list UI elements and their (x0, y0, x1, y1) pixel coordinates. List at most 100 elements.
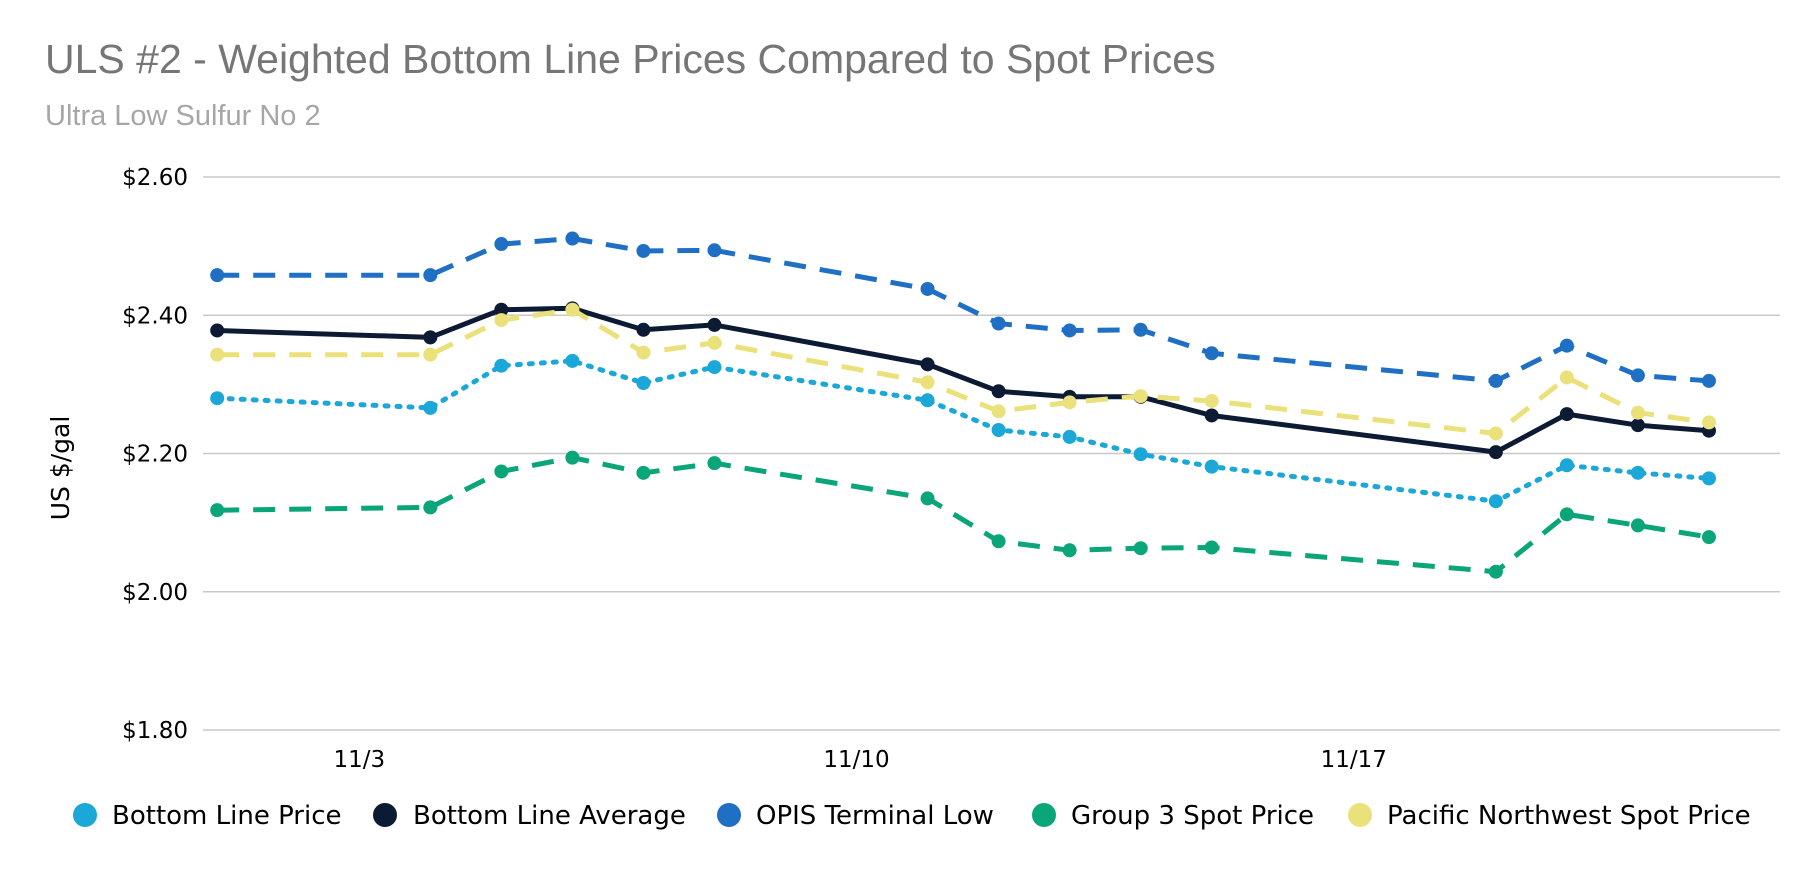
data-point (707, 317, 722, 332)
data-point (1630, 405, 1645, 420)
y-tick-label: $1.80 (122, 718, 188, 744)
data-point (636, 345, 651, 360)
data-point (636, 243, 651, 258)
data-point (1204, 540, 1219, 555)
data-point (920, 393, 935, 408)
data-point (1488, 426, 1503, 441)
legend: Bottom Line Price Bottom Line Average OPIS… (73, 801, 1751, 831)
data-point (1701, 373, 1716, 388)
data-point (1062, 429, 1077, 444)
data-point (707, 456, 722, 471)
data-point (920, 281, 935, 296)
data-point (423, 347, 438, 362)
data-point (210, 347, 225, 362)
data-point (494, 237, 509, 252)
legend-item-opis-terminal-low: OPIS Terminal Low (717, 801, 994, 831)
data-point (1488, 445, 1503, 460)
y-tick-label: $2.40 (122, 303, 188, 329)
data-point (1488, 373, 1503, 388)
series-opis-terminal-low (210, 231, 1716, 388)
data-point (636, 375, 651, 390)
legend-marker (373, 803, 397, 827)
data-point (1559, 458, 1574, 473)
data-point (1559, 407, 1574, 422)
series-line (217, 236, 1710, 384)
data-point (210, 503, 225, 518)
data-point (1488, 564, 1503, 579)
data-point (210, 391, 225, 406)
data-point (494, 302, 509, 317)
y-tick-label: $2.20 (122, 442, 188, 468)
data-point (1062, 323, 1077, 338)
series-group-3-spot-price (210, 450, 1716, 579)
data-point (920, 491, 935, 506)
legend-item-bottom-line-price: Bottom Line Price (73, 801, 342, 831)
data-point (423, 268, 438, 283)
legend-marker (73, 803, 97, 827)
x-tick-label: 11/10 (823, 747, 889, 773)
x-tick-label: 11/3 (333, 747, 385, 773)
data-point (920, 357, 935, 372)
x-axis-ticks: 11/3 11/10 11/17 (333, 747, 1386, 773)
data-point (565, 353, 580, 368)
legend-label: Bottom Line Average (413, 801, 686, 831)
series-layer (210, 231, 1716, 579)
legend-label: OPIS Terminal Low (756, 801, 994, 831)
data-point (1701, 415, 1716, 430)
series-bottom-line-average (210, 301, 1716, 460)
data-point (1559, 507, 1574, 522)
data-point (565, 302, 580, 317)
data-point (1488, 494, 1503, 509)
legend-item-bottom-line-average: Bottom Line Average (373, 801, 686, 831)
data-point (1133, 447, 1148, 462)
data-point (494, 313, 509, 328)
data-point (991, 384, 1006, 399)
legend-item-pacific-northwest-spot-price: Pacific Northwest Spot Price (1348, 801, 1751, 831)
y-tick-label: $2.00 (122, 580, 188, 606)
data-point (1204, 346, 1219, 361)
data-point (1559, 370, 1574, 385)
data-point (494, 464, 509, 479)
data-point (210, 323, 225, 338)
legend-marker (717, 803, 741, 827)
legend-marker (1348, 803, 1372, 827)
chart-title: ULS #2 - Weighted Bottom Line Prices Com… (45, 36, 1216, 82)
series-line (217, 455, 1710, 575)
chart-subtitle: Ultra Low Sulfur No 2 (45, 100, 321, 132)
legend-item-group-3-spot-price: Group 3 Spot Price (1032, 801, 1314, 831)
y-tick-label: $2.60 (122, 165, 188, 191)
data-point (707, 335, 722, 350)
data-point (1204, 393, 1219, 408)
data-point (920, 375, 935, 390)
data-point (423, 330, 438, 345)
data-point (991, 422, 1006, 437)
data-point (1630, 368, 1645, 383)
data-point (1062, 543, 1077, 558)
data-point (1630, 465, 1645, 480)
data-point (423, 400, 438, 415)
data-point (1701, 471, 1716, 486)
data-point (1133, 389, 1148, 404)
legend-label: Bottom Line Price (112, 801, 342, 831)
data-point (565, 231, 580, 246)
series-bottom-line-price (210, 353, 1716, 509)
data-point (991, 534, 1006, 549)
data-point (991, 404, 1006, 419)
data-point (991, 316, 1006, 331)
data-point (1701, 530, 1716, 545)
data-point (636, 465, 651, 480)
y-axis-ticks: $1.80 $2.00 $2.20 $2.40 $2.60 (122, 165, 188, 744)
data-point (1630, 418, 1645, 433)
data-point (707, 360, 722, 375)
gridlines (203, 176, 1780, 731)
data-point (423, 500, 438, 515)
y-axis-title: US $/gal (46, 416, 75, 521)
legend-label: Group 3 Spot Price (1071, 801, 1314, 831)
data-point (494, 358, 509, 373)
data-point (707, 243, 722, 258)
data-point (210, 268, 225, 283)
series-pacific-northwest-spot-price (210, 302, 1716, 441)
data-point (1062, 395, 1077, 410)
legend-label: Pacific Northwest Spot Price (1387, 801, 1751, 831)
